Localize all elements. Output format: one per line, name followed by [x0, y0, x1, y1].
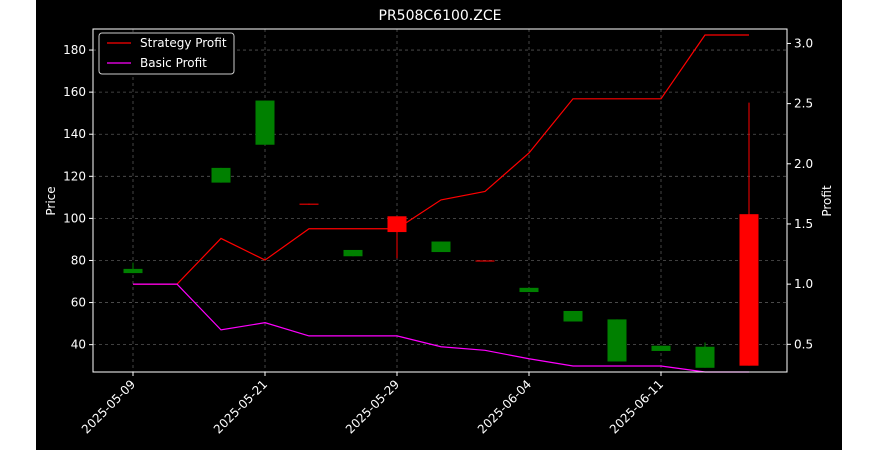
y-left-tick-label: 80 [71, 253, 86, 267]
line-layer [133, 34, 749, 373]
x-tick-label: 2025-05-21 [211, 377, 270, 436]
candle-body [255, 100, 275, 145]
grid-layer [93, 29, 787, 372]
candle-body [343, 249, 363, 257]
y-right-tick-label: 0.5 [794, 337, 813, 351]
x-tick-label: 2025-05-29 [343, 377, 402, 436]
legend-basic-label: Basic Profit [140, 56, 207, 70]
chart-figure: PR508C6100.ZCE Price Profit 40 60 80 100 120… [36, 0, 842, 450]
y-left-tick-label: 160 [63, 85, 86, 99]
y-left-tick-label: 40 [71, 338, 86, 352]
plot-frame [92, 28, 788, 373]
candle-body [123, 268, 143, 274]
candle-body [519, 287, 539, 293]
x-tick-label: 2025-06-11 [607, 377, 666, 436]
y-left-tick-label: 100 [63, 211, 86, 225]
candle-body [607, 319, 627, 362]
chart-title: PR508C6100.ZCE [379, 8, 502, 24]
y-axis-left-label: Price [44, 186, 58, 215]
y-axis-right-label: Profit [820, 185, 834, 217]
candle-body [299, 203, 319, 205]
candle-body [739, 214, 759, 366]
legend-strategy-label: Strategy Profit [140, 36, 227, 50]
candle-layer [123, 100, 759, 368]
y-right-tick-label: 2.5 [794, 97, 813, 111]
candle-body [211, 167, 231, 183]
y-left-tick-label: 140 [63, 127, 86, 141]
basic-profit-line [133, 283, 749, 373]
y-left-tick-label: 60 [71, 296, 86, 310]
candle-body [695, 346, 715, 368]
y-right-tick-label: 3.0 [794, 36, 813, 50]
x-tick-label: 2025-05-09 [79, 377, 138, 436]
strategy-profit-line [133, 34, 749, 285]
y-left-tick-label: 120 [63, 169, 86, 183]
y-right-tick-label: 2.0 [794, 157, 813, 171]
candle-body [431, 241, 451, 253]
y-right-tick-label: 1.5 [794, 217, 813, 231]
candle-body [387, 216, 407, 233]
candle-body [651, 345, 671, 351]
candlestick-chart: PR508C6100.ZCE Price Profit 40 60 80 100 120… [44, 8, 834, 436]
legend-box [98, 32, 235, 75]
y-left-tick-label: 180 [63, 43, 86, 57]
candle-body [563, 310, 583, 322]
legend: Strategy Profit Basic Profit [98, 32, 235, 75]
axis-layer: 40 60 80 100 120 140 160 180 0.5 1.0 1.5 2.0 2.5 3.0 2… [63, 36, 813, 436]
candle-body [475, 260, 495, 262]
x-tick-label: 2025-06-04 [475, 377, 534, 436]
y-right-tick-label: 1.0 [794, 277, 813, 291]
